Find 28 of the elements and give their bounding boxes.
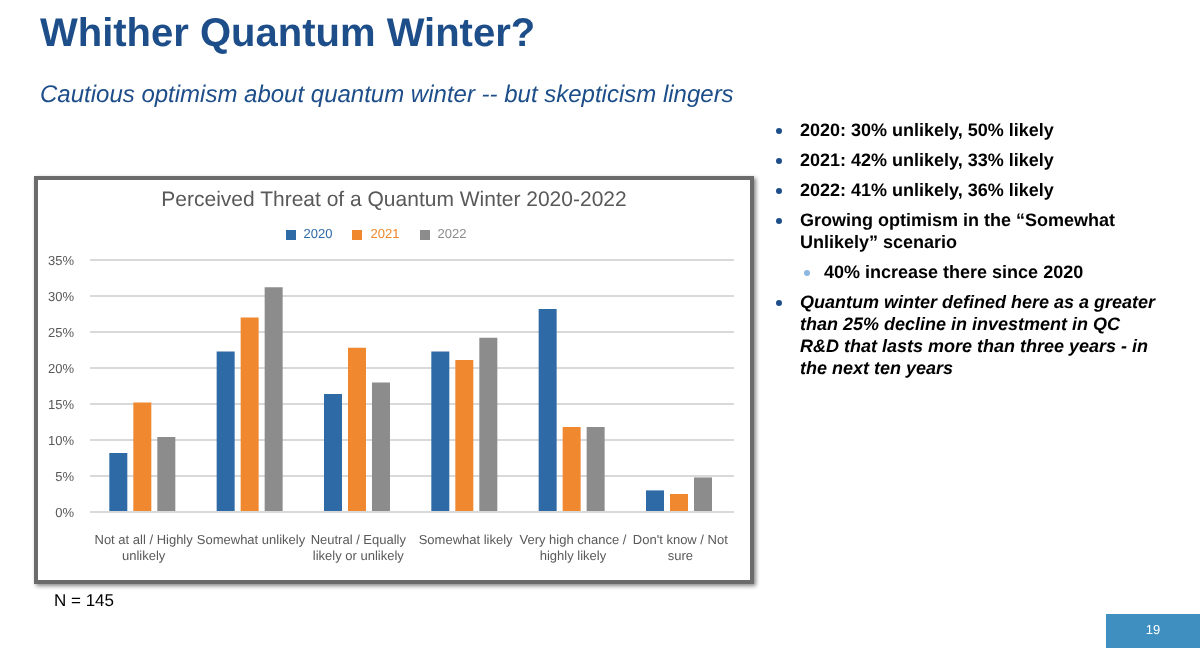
bar	[347, 347, 366, 512]
text: Growing optimism in the “Somewhat Unlikely” scenario	[798, 210, 1118, 254]
text: 40% increase there since 2020	[822, 262, 1086, 284]
bar	[455, 360, 474, 512]
chart-subtitle: Cautious optimism about quantum winter -- but skepticism lingers	[40, 80, 734, 108]
text: 2022: 41% unlikely, 36% likely	[798, 180, 1056, 202]
bar	[562, 427, 581, 512]
bar	[431, 351, 450, 512]
bar	[693, 477, 712, 512]
bar	[586, 427, 605, 512]
bar	[371, 382, 390, 512]
chart-title: Whither Quantum Winter?	[40, 12, 536, 58]
bar	[133, 402, 152, 512]
bar	[645, 490, 664, 512]
bar	[240, 317, 259, 512]
text: 2021: 42% unlikely, 33% likely	[798, 150, 1056, 172]
bar	[157, 437, 176, 512]
text: 2020: 30% unlikely, 50% likely	[798, 120, 1056, 142]
bar	[538, 308, 557, 512]
text: N = 145	[54, 590, 115, 610]
text: Perceived Threat of a Quantum Winter 2020-2022	[159, 188, 629, 212]
bar	[264, 287, 283, 512]
bar	[109, 452, 128, 512]
bar	[216, 351, 235, 512]
text: Quantum winter defined here as a greater than 25% decline in investment in QC R&D that lasts more than three years - in the next ten years	[798, 292, 1158, 380]
bar	[669, 494, 688, 512]
bar	[323, 393, 342, 512]
bar	[479, 337, 498, 512]
